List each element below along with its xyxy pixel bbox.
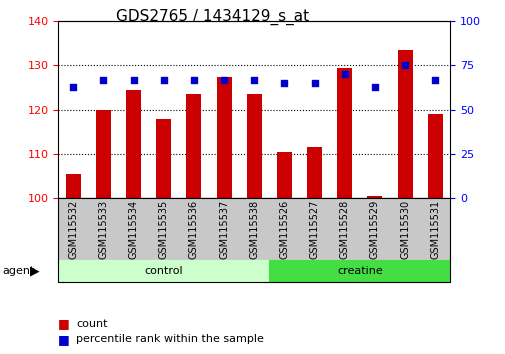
Text: GSM115538: GSM115538 — [249, 200, 259, 259]
Text: GSM115529: GSM115529 — [369, 200, 379, 259]
Text: GSM115526: GSM115526 — [279, 200, 289, 259]
Text: GSM115531: GSM115531 — [429, 200, 439, 259]
Text: GDS2765 / 1434129_s_at: GDS2765 / 1434129_s_at — [116, 9, 309, 25]
Bar — [276, 152, 291, 198]
Text: GSM115534: GSM115534 — [128, 200, 138, 259]
Point — [189, 77, 197, 82]
Bar — [336, 68, 351, 198]
Point — [340, 72, 348, 77]
Text: GSM115533: GSM115533 — [98, 200, 108, 259]
Point — [310, 80, 318, 86]
Text: GSM115535: GSM115535 — [159, 200, 169, 259]
Bar — [156, 119, 171, 198]
Point — [430, 77, 438, 82]
Bar — [186, 94, 201, 198]
Text: GSM115536: GSM115536 — [188, 200, 198, 259]
Text: GSM115528: GSM115528 — [339, 200, 349, 259]
Point — [280, 80, 288, 86]
Point — [220, 77, 228, 82]
Text: GSM115537: GSM115537 — [219, 200, 229, 259]
Text: creatine: creatine — [336, 266, 382, 276]
Bar — [427, 114, 442, 198]
Point — [129, 77, 137, 82]
Text: agent: agent — [3, 266, 35, 276]
Bar — [246, 94, 261, 198]
Bar — [367, 196, 382, 198]
Bar — [216, 76, 231, 198]
Text: count: count — [76, 319, 107, 329]
Bar — [66, 174, 81, 198]
Text: ■: ■ — [58, 318, 70, 330]
Point — [69, 84, 77, 90]
Text: GSM115530: GSM115530 — [399, 200, 409, 259]
Text: ▶: ▶ — [29, 265, 39, 278]
Text: control: control — [144, 266, 183, 276]
Point — [400, 63, 409, 68]
Text: GSM115532: GSM115532 — [68, 200, 78, 259]
Bar — [96, 110, 111, 198]
Point — [160, 77, 168, 82]
Point — [370, 84, 378, 90]
Text: percentile rank within the sample: percentile rank within the sample — [76, 334, 263, 344]
Text: GSM115527: GSM115527 — [309, 200, 319, 259]
Text: ■: ■ — [58, 333, 70, 346]
Bar — [126, 90, 141, 198]
Point — [250, 77, 258, 82]
Point — [99, 77, 107, 82]
Bar — [397, 50, 412, 198]
Bar — [307, 147, 322, 198]
